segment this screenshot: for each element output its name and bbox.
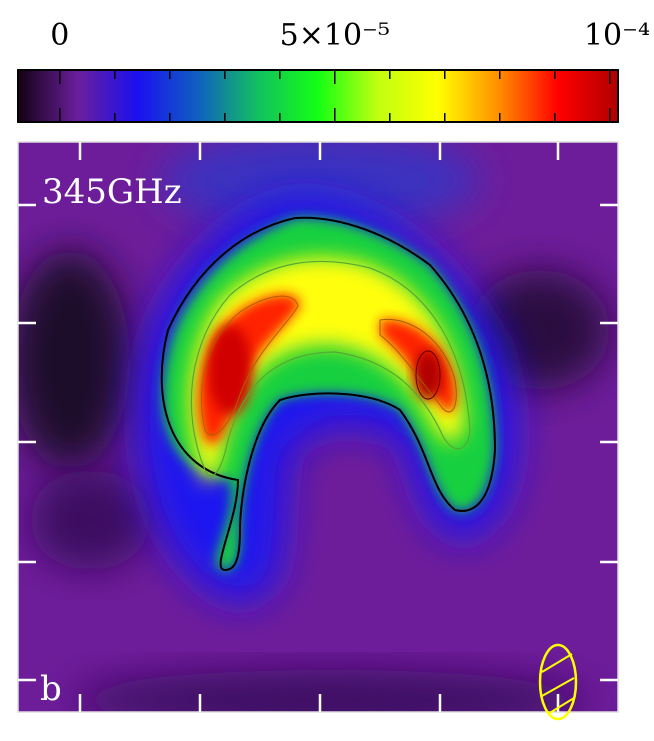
colorbar-tick-label: 0	[50, 18, 69, 53]
beam	[538, 643, 578, 721]
colorbar	[17, 69, 619, 123]
frequency-label: 345GHz	[42, 172, 182, 212]
frame-ticks	[18, 142, 618, 712]
panel-label: b	[40, 669, 62, 709]
colorbar-tick-label: 10⁻⁴	[584, 18, 650, 53]
map	[18, 142, 618, 712]
map-frame	[17, 141, 619, 713]
colorbar-tick-label: 5×10⁻⁵	[280, 18, 390, 53]
